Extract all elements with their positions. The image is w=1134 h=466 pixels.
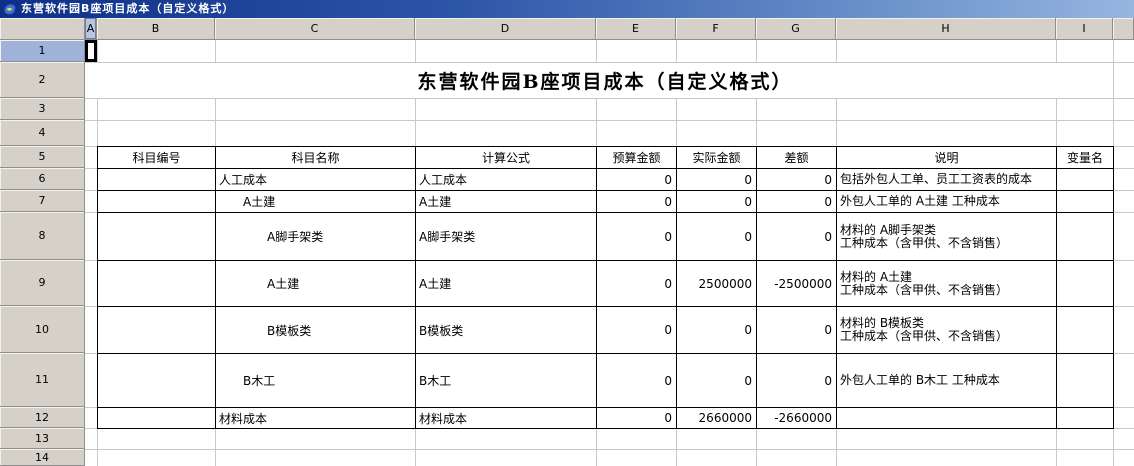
active-cell-a1[interactable]	[85, 40, 97, 62]
cell-diff[interactable]: 0	[757, 307, 837, 354]
cell-budget[interactable]: 0	[597, 354, 677, 408]
cell-code[interactable]	[98, 408, 216, 429]
cell-budget[interactable]: 0	[597, 408, 677, 429]
cell-actual[interactable]: 2500000	[677, 261, 757, 307]
cell-name[interactable]: A土建	[216, 191, 416, 213]
cell-variable[interactable]	[1057, 261, 1114, 307]
cell-note[interactable]: 材料的 B模板类 工种成本（含甲供、不含销售）	[837, 307, 1057, 354]
column-header-a[interactable]: A	[85, 18, 97, 40]
header-actual[interactable]: 实际金额	[677, 147, 757, 169]
header-code[interactable]: 科目编号	[98, 147, 216, 169]
cell-note[interactable]	[837, 408, 1057, 429]
app-icon[interactable]	[3, 2, 17, 16]
cell-note[interactable]: 包括外包人工单、员工工资表的成本	[837, 169, 1057, 191]
column-header-f[interactable]: F	[676, 18, 756, 40]
header-formula[interactable]: 计算公式	[416, 147, 597, 169]
cell-actual[interactable]: 0	[677, 354, 757, 408]
row-header-8[interactable]: 8	[0, 212, 85, 260]
cell-name[interactable]: B木工	[216, 354, 416, 408]
header-name[interactable]: 科目名称	[216, 147, 416, 169]
cell-code[interactable]	[98, 191, 216, 213]
cell-diff[interactable]: 0	[757, 354, 837, 408]
row-header-11[interactable]: 11	[0, 353, 85, 407]
cell-actual[interactable]: 2660000	[677, 408, 757, 429]
cell-name[interactable]: 材料成本	[216, 408, 416, 429]
cell-formula[interactable]: 人工成本	[416, 169, 597, 191]
row-header-3[interactable]: 3	[0, 98, 85, 120]
cell-note[interactable]: 材料的 A脚手架类 工种成本（含甲供、不含销售）	[837, 213, 1057, 261]
cell-diff[interactable]: -2500000	[757, 261, 837, 307]
row-header-6[interactable]: 6	[0, 168, 85, 190]
header-note[interactable]: 说明	[837, 147, 1057, 169]
column-header-partial[interactable]	[1113, 18, 1134, 40]
column-header-d[interactable]: D	[415, 18, 596, 40]
cell-code[interactable]	[98, 213, 216, 261]
column-header-h[interactable]: H	[836, 18, 1056, 40]
row-header-13[interactable]: 13	[0, 428, 85, 449]
cell-formula[interactable]: 材料成本	[416, 408, 597, 429]
cell-budget[interactable]: 0	[597, 261, 677, 307]
column-header-e[interactable]: E	[596, 18, 676, 40]
cell-actual[interactable]: 0	[677, 169, 757, 191]
select-all-corner[interactable]	[0, 18, 85, 40]
cell-diff[interactable]: -2660000	[757, 408, 837, 429]
cell-variable[interactable]	[1057, 191, 1114, 213]
row-header-9[interactable]: 9	[0, 260, 85, 306]
cell-code[interactable]	[98, 307, 216, 354]
cell-formula[interactable]: A土建	[416, 261, 597, 307]
cell-actual[interactable]: 0	[677, 213, 757, 261]
cell-diff[interactable]: 0	[757, 213, 837, 261]
cell-budget[interactable]: 0	[597, 213, 677, 261]
cell-variable[interactable]	[1057, 307, 1114, 354]
sheet-title[interactable]: 东营软件园B座项目成本（自定义格式）	[97, 63, 1113, 98]
cell-actual[interactable]: 0	[677, 307, 757, 354]
cell-note[interactable]: 外包人工单的 B木工 工种成本	[837, 354, 1057, 408]
cost-table: 科目编号 科目名称 计算公式 预算金额 实际金额 差额 说明 变量名 人工成本 …	[97, 146, 1114, 429]
row-header-4[interactable]: 4	[0, 120, 85, 146]
header-variable[interactable]: 变量名	[1057, 147, 1114, 169]
cell-name[interactable]: B模板类	[216, 307, 416, 354]
column-header-b[interactable]: B	[97, 18, 215, 40]
cell-budget[interactable]: 0	[597, 191, 677, 213]
row-header-1[interactable]: 1	[0, 40, 85, 62]
cell-code[interactable]	[98, 354, 216, 408]
spreadsheet: A B C D E F G H I 1 2 3 4 5 6 7 8 9 10 1…	[0, 18, 1134, 466]
cell-diff[interactable]: 0	[757, 169, 837, 191]
row-header-5[interactable]: 5	[0, 146, 85, 168]
titlebar[interactable]: 东营软件园B座项目成本（自定义格式）	[0, 0, 1134, 18]
cell-formula[interactable]: B模板类	[416, 307, 597, 354]
cell-budget[interactable]: 0	[597, 307, 677, 354]
cell-formula[interactable]: B木工	[416, 354, 597, 408]
row-header-10[interactable]: 10	[0, 306, 85, 353]
header-diff[interactable]: 差额	[757, 147, 837, 169]
cell-note[interactable]: 外包人工单的 A土建 工种成本	[837, 191, 1057, 213]
header-budget[interactable]: 预算金额	[597, 147, 677, 169]
cell-variable[interactable]	[1057, 408, 1114, 429]
cell-name[interactable]: 人工成本	[216, 169, 416, 191]
cell-code[interactable]	[98, 169, 216, 191]
window-title: 东营软件园B座项目成本（自定义格式）	[21, 2, 235, 15]
cell-variable[interactable]	[1057, 354, 1114, 408]
cell-name[interactable]: A土建	[216, 261, 416, 307]
cell-budget[interactable]: 0	[597, 169, 677, 191]
cell-variable[interactable]	[1057, 213, 1114, 261]
row-header-2[interactable]: 2	[0, 62, 85, 98]
row-header-14[interactable]: 14	[0, 449, 85, 466]
cell-formula[interactable]: A土建	[416, 191, 597, 213]
column-header-g[interactable]: G	[756, 18, 836, 40]
cell-diff[interactable]: 0	[757, 191, 837, 213]
cell-formula[interactable]: A脚手架类	[416, 213, 597, 261]
cell-code[interactable]	[98, 261, 216, 307]
cell-actual[interactable]: 0	[677, 191, 757, 213]
row-header-7[interactable]: 7	[0, 190, 85, 212]
cell-variable[interactable]	[1057, 169, 1114, 191]
row-header-12[interactable]: 12	[0, 407, 85, 428]
column-header-c[interactable]: C	[215, 18, 415, 40]
cell-name[interactable]: A脚手架类	[216, 213, 416, 261]
cell-note[interactable]: 材料的 A土建 工种成本（含甲供、不含销售）	[837, 261, 1057, 307]
column-header-i[interactable]: I	[1056, 18, 1113, 40]
